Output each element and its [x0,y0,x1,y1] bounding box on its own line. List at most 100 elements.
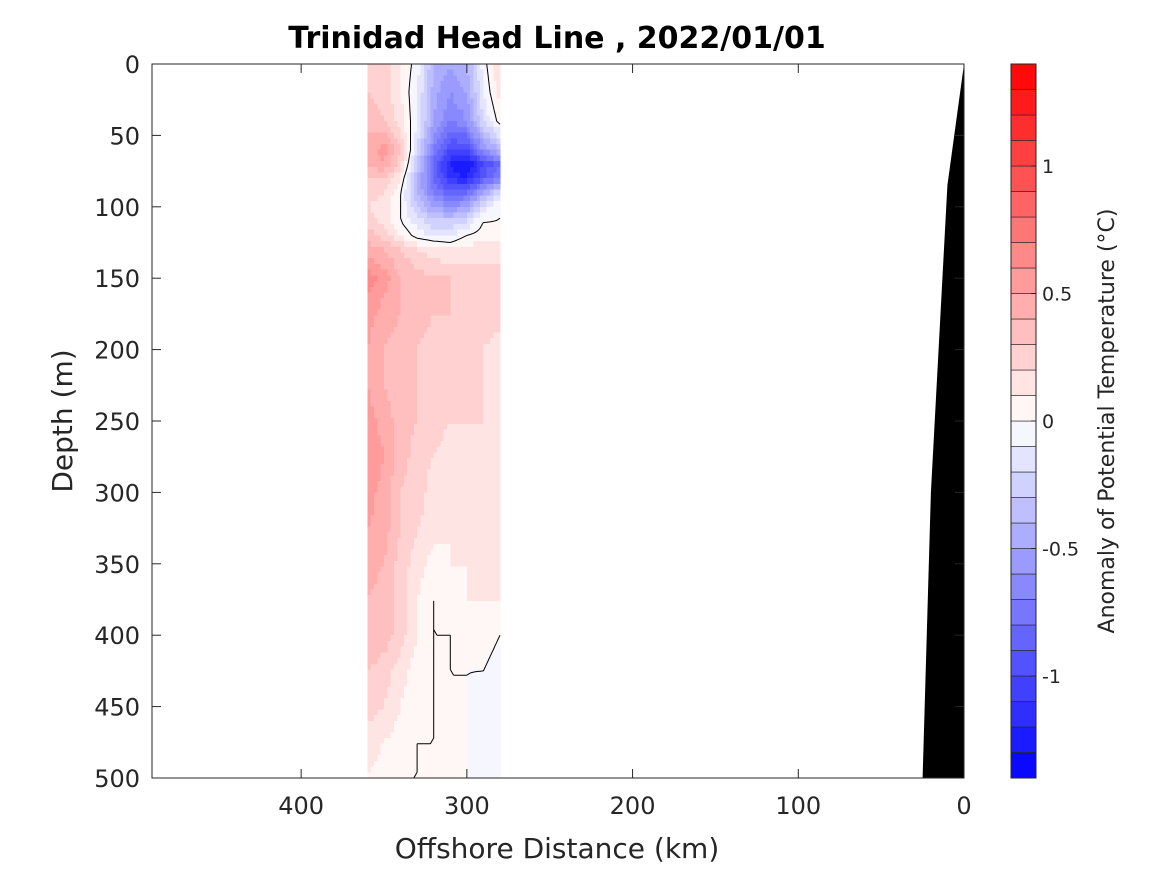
contour-cell [387,595,392,602]
contour-cell [413,526,418,533]
contour-cell [480,126,485,134]
contour-cell [430,98,435,105]
contour-cell [377,715,382,722]
contour-cell [367,69,372,77]
contour-cell [420,212,425,219]
contour-cell [393,440,398,448]
contour-cell [393,749,398,756]
contour-cell [433,555,438,562]
contour-cell [423,138,428,145]
contour-cell [420,332,425,339]
contour-cell [453,161,458,168]
contour-cell [453,241,458,248]
contour-cell [413,412,418,419]
contour-cell [420,680,425,688]
contour-cell [380,543,385,551]
contour-cell [456,366,461,374]
contour-cell [483,223,488,231]
contour-cell [393,252,398,259]
contour-cell [403,103,408,111]
contour-cell [456,189,461,196]
contour-cell [483,583,488,591]
contour-cell [466,720,471,728]
contour-cell [397,452,402,459]
contour-cell [423,406,428,414]
contour-cell [367,298,372,305]
contour-cell [374,640,378,648]
contour-cell [446,286,451,294]
contour-cell [466,635,471,642]
contour-cell [387,286,392,294]
contour-cell [400,698,405,705]
contour-cell [456,743,461,751]
contour-cell [486,749,491,756]
contour-cell [374,715,378,722]
contour-cell [450,132,455,139]
contour-cell [466,109,471,117]
contour-cell [493,218,498,225]
contour-cell [463,555,468,562]
contour-cell [490,229,494,236]
contour-cell [367,486,372,493]
contour-cell [460,98,465,105]
contour-cell [476,246,481,254]
contour-cell [437,669,441,676]
contour-cell [490,480,494,488]
contour-cell [430,452,435,459]
contour-cell [456,446,461,454]
contour-cell [466,663,471,671]
contour-cell [493,275,498,282]
contour-cell [473,555,478,562]
contour-cell [490,755,494,762]
contour-cell [483,669,488,676]
contour-cell [473,469,478,476]
contour-cell [486,435,491,442]
contour-cell [440,675,445,682]
contour-cell [453,520,458,528]
contour-cell [460,726,465,733]
contour-cell [367,658,372,665]
contour-cell [440,435,445,442]
contour-cell [496,206,501,214]
contour-cell [384,623,388,631]
contour-cell [486,480,491,488]
contour-cell [374,418,378,425]
contour-cell [420,121,425,128]
contour-cell [380,686,385,693]
contour-cell [463,749,468,756]
contour-cell [377,121,382,128]
contour-cell [393,629,398,636]
contour-cell [433,669,438,676]
contour-cell [453,195,458,202]
contour-cell [443,321,448,328]
contour-cell [397,372,402,379]
contour-cell [493,543,498,551]
contour-cell [403,469,408,476]
contour-cell [450,263,455,271]
contour-cell [410,298,415,305]
contour-cell [433,743,438,751]
contour-cell [466,440,471,448]
contour-cell [387,166,392,174]
contour-cell [460,75,465,82]
contour-cell [417,423,422,431]
contour-cell [460,349,465,356]
contour-cell [384,81,388,88]
contour-cell [490,589,494,596]
contour-cell [397,383,402,391]
contour-cell [437,286,441,294]
contour-cell [493,395,498,402]
contour-cell [493,526,498,533]
contour-cell [437,275,441,282]
contour-cell [397,235,402,242]
contour-cell [403,618,408,625]
contour-cell [463,715,468,722]
contour-cell [413,383,418,391]
contour-cell [370,686,375,693]
contour-cell [496,709,501,716]
contour-cell [473,623,478,631]
contour-cell [443,435,448,442]
contour-cell [403,526,408,533]
contour-cell [453,475,458,482]
contour-cell [473,629,478,636]
